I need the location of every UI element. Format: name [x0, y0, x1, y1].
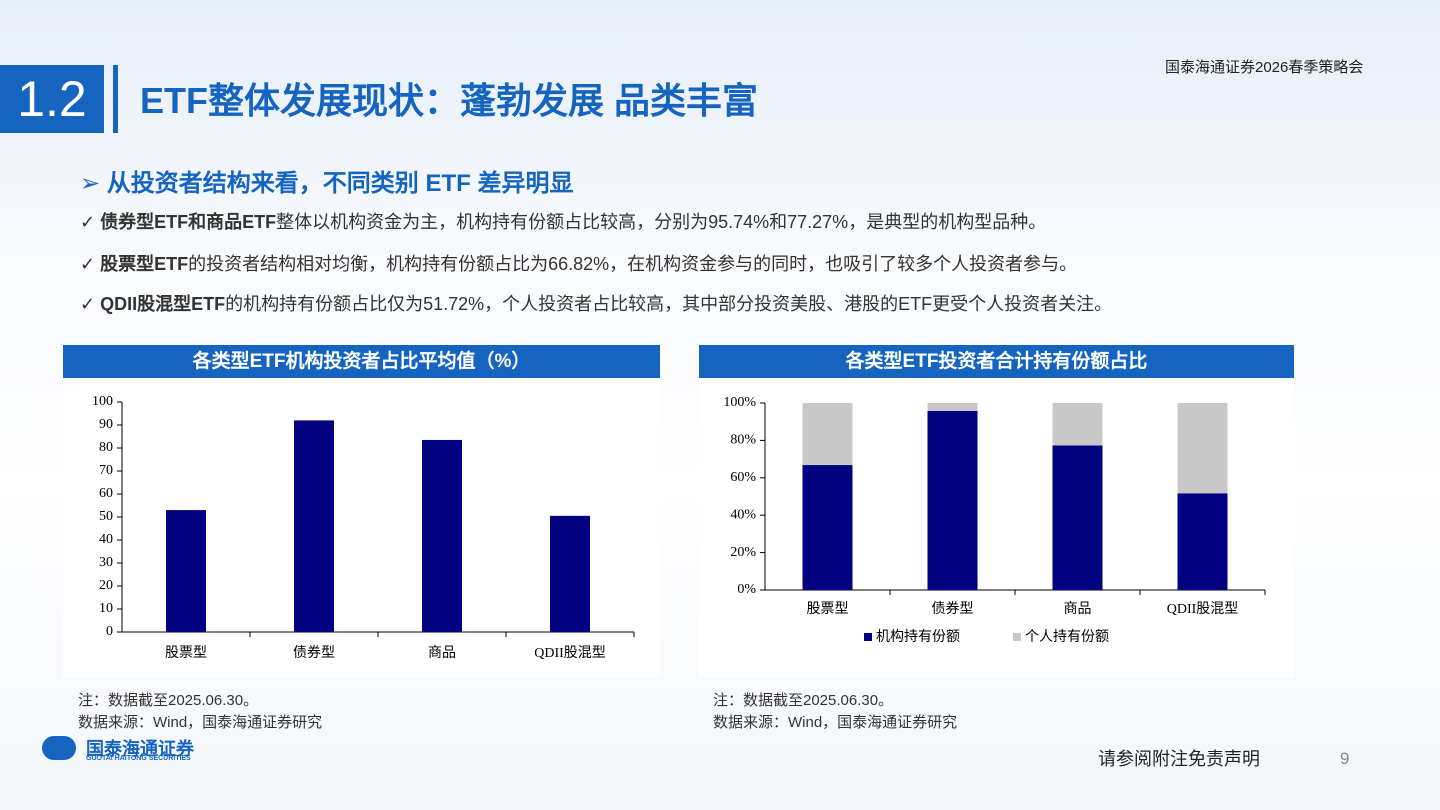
chart-title: 各类型ETF机构投资者占比平均值（%）	[63, 345, 660, 378]
note: 注：数据截至2025.06.30。数据来源：Wind，国泰海通证券研究	[78, 690, 322, 734]
x-tick-label: QDII股混型	[534, 645, 606, 661]
chart-panel: 各类型ETF投资者合计持有份额占比 0% 20% 40% 60% 80% 100% 股票型 债…	[699, 345, 1294, 678]
legend-label: 个人持有份额	[1025, 629, 1109, 645]
bar	[550, 515, 590, 632]
note-line: 数据来源：Wind，国泰海通证券研究	[713, 714, 958, 731]
bullet-bold: 股票型ETF	[100, 254, 189, 274]
legend-swatch	[1013, 633, 1021, 641]
chart-title: 各类型ETF投资者合计持有份额占比	[699, 345, 1294, 378]
legend-label: 机构持有份额	[876, 629, 960, 645]
bullet-bold: 债券型ETF和商品ETF	[100, 212, 277, 232]
x-tick-label: 商品	[428, 645, 456, 661]
note: 注：数据截至2025.06.30。数据来源：Wind，国泰海通证券研究	[713, 690, 957, 734]
y-tick-label: 20	[99, 578, 113, 593]
bullet: ✓ QDII股混型ETF的机构持有份额占比仅为51.72%，个人投资者占比较高，…	[80, 294, 1113, 314]
y-tick-label: 20%	[730, 545, 756, 560]
slide-title: ETF整体发展现状：蓬勃发展 品类丰富	[140, 80, 758, 121]
logo-mark	[42, 736, 76, 760]
y-tick-label: 100	[92, 394, 113, 409]
y-tick-label: 50	[99, 509, 113, 524]
y-tick-label: 60	[99, 486, 113, 501]
y-tick-label: 0	[106, 624, 113, 639]
bullet-text: 整体以机构资金为主，机构持有份额占比较高，分别为95.74%和77.27%，是典…	[276, 212, 1047, 232]
y-tick-label: 90	[99, 417, 113, 432]
x-tick-label: QDII股混型	[1167, 601, 1239, 617]
logo-en: GUOTAI HAITONG SECURITIES	[86, 755, 191, 762]
bullet: ✓ 债券型ETF和商品ETF整体以机构资金为主，机构持有份额占比较高，分别为95…	[80, 212, 1047, 232]
chart-panel: 各类型ETF机构投资者占比平均值（%） 0 10 20 30 40 50 60 70 80 90 1…	[63, 345, 660, 678]
legend-swatch	[864, 633, 872, 641]
y-tick-label: 100%	[723, 395, 756, 410]
bullet-text: 的投资者结构相对均衡，机构持有份额占比为66.82%，在机构资金参与的同时，也吸…	[188, 254, 1078, 274]
section-number: 1.2	[0, 65, 104, 133]
y-tick-label: 70	[99, 463, 113, 478]
y-tick-label: 40%	[730, 507, 756, 522]
logo-text: 国泰海通证券	[86, 739, 194, 759]
page-number: 9	[1340, 749, 1350, 768]
bar-segment	[927, 403, 978, 411]
note-line: 注：数据截至2025.06.30。	[78, 692, 259, 709]
disclaimer: 请参阅附注免责声明	[1098, 749, 1260, 769]
x-tick-label: 债券型	[293, 645, 335, 661]
bar-segment	[1052, 403, 1103, 446]
bar-segment	[802, 403, 853, 466]
y-tick-label: 80%	[730, 433, 756, 448]
bar	[166, 510, 206, 632]
note-line: 数据来源：Wind，国泰海通证券研究	[78, 714, 323, 731]
bar	[294, 420, 334, 632]
y-tick-label: 10	[99, 601, 113, 616]
x-tick-label: 商品	[1064, 601, 1092, 617]
divider	[113, 65, 118, 133]
bar-segment	[1052, 445, 1103, 590]
y-tick-label: 60%	[730, 470, 756, 485]
x-tick-label: 债券型	[932, 601, 974, 617]
y-tick-label: 0%	[737, 582, 756, 597]
y-tick-label: 40	[99, 532, 113, 547]
bar	[422, 439, 462, 632]
brand: 国泰海通证券2026春季策略会	[1165, 59, 1364, 76]
heading: ➢ 从投资者结构来看，不同类别 ETF 差异明显	[80, 170, 574, 197]
x-tick-label: 股票型	[165, 645, 207, 661]
x-tick-label: 股票型	[807, 601, 849, 617]
bullet-bold: QDII股混型ETF	[100, 294, 226, 314]
bar-segment	[802, 465, 853, 590]
bar-segment	[1177, 403, 1228, 494]
note-line: 注：数据截至2025.06.30。	[713, 692, 894, 709]
chart: 0 10 20 30 40 50 60 70 80 90 100 股票型 债券型 商品 QDII股混型	[92, 394, 635, 661]
bullet: ✓ 股票型ETF的投资者结构相对均衡，机构持有份额占比为66.82%，在机构资金…	[80, 254, 1078, 274]
y-tick-label: 30	[99, 555, 113, 570]
heading-text: 从投资者结构来看，不同类别 ETF 差异明显	[106, 170, 574, 197]
bar-segment	[1177, 493, 1228, 590]
bullet-text: 的机构持有份额占比仅为51.72%，个人投资者占比较高，其中部分投资美股、港股的…	[225, 294, 1113, 314]
bar-segment	[927, 410, 978, 590]
y-tick-label: 80	[99, 440, 113, 455]
